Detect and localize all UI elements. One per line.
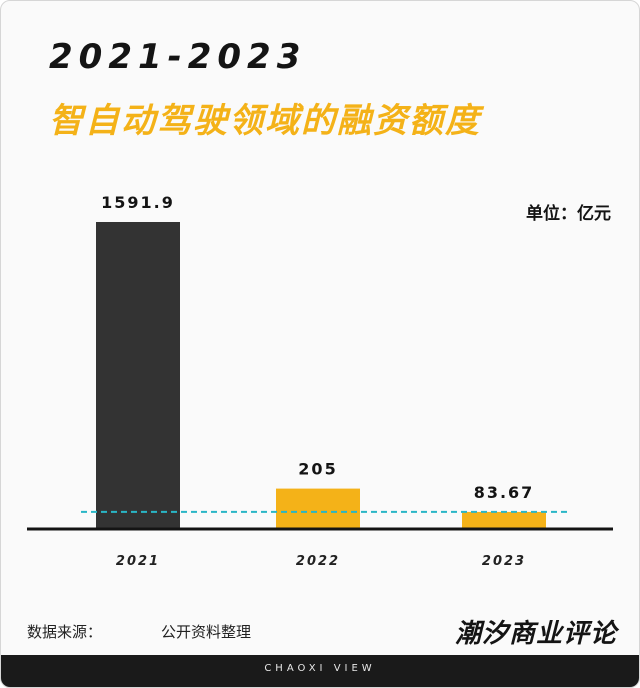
chart-title-subject: 智自动驾驶领域的融资额度 [49,101,481,141]
data-label-2023: 83.67 [474,483,535,502]
brand-logo: 潮汐商业评论 [454,619,617,649]
x-tick-2021: 2021 [116,554,160,569]
bar-2023 [462,511,546,528]
footer-text: CHAOXI VIEW [264,663,376,674]
source-value: 公开资料整理 [161,623,252,641]
unit-label: 单位：亿元 [526,204,611,224]
data-label-2021: 1591.9 [101,193,175,212]
x-tick-2022: 2022 [296,554,340,569]
bar-chart: 1591.9 2021 205 2022 83.67 2023 [27,193,613,569]
x-tick-2023: 2023 [482,554,526,569]
data-label-2022: 205 [298,460,337,479]
bar-2021 [96,222,180,528]
chart-title-years: 2021-2023 [49,37,307,77]
bar-2022 [276,488,360,528]
source-label: 数据来源： [27,623,103,641]
footer-bar: CHAOXI VIEW [1,655,639,687]
